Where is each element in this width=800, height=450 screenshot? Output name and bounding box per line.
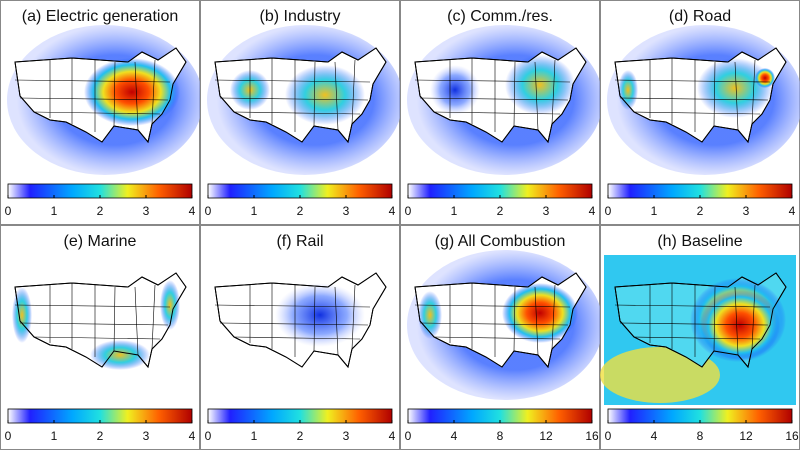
- colorbar-tick-label: 4: [389, 429, 396, 443]
- colorbar-tick-label: 4: [651, 429, 658, 443]
- colorbar-tick-label: 3: [343, 204, 350, 218]
- colorbar-tick-label: 2: [697, 204, 704, 218]
- panel: (h) Baseline 0 4 8 12 16: [600, 225, 800, 450]
- colorbar-tick-label: 1: [51, 429, 58, 443]
- colorbar-tick-label: 2: [297, 429, 304, 443]
- panel-title: (f) Rail: [276, 233, 323, 250]
- panel-title: (h) Baseline: [657, 233, 742, 250]
- panel: (c) Comm./res. 0 1 2 3 4: [400, 0, 603, 225]
- colorbar-tick-label: 0: [5, 204, 12, 218]
- state-borders: [14, 283, 171, 357]
- map: [614, 272, 787, 369]
- emission-area: [418, 291, 442, 339]
- emission-area: [505, 55, 575, 115]
- colorbar-tick-label: 3: [143, 204, 150, 218]
- state-borders: [414, 283, 571, 357]
- colorbar-tick-label: 0: [5, 429, 12, 443]
- emission-area: [618, 70, 638, 110]
- panel: (d) Road 0 1 2 3 4: [600, 0, 800, 225]
- emission-area: [700, 290, 780, 360]
- map: [12, 272, 187, 370]
- map: [614, 47, 787, 144]
- colorbar-tick-label: 4: [389, 204, 396, 218]
- colorbar-tick-label: 2: [97, 204, 104, 218]
- colorbar-tick-label: 2: [97, 429, 104, 443]
- panel: (e) Marine 0 1 2 3 4: [0, 225, 200, 450]
- state-borders: [214, 58, 371, 132]
- colorbar-tick-label: 12: [539, 429, 553, 443]
- state-borders: [614, 58, 771, 132]
- map: [214, 272, 387, 369]
- coastline: [14, 47, 187, 144]
- emission-area: [697, 58, 773, 118]
- colorbar-tick-label: 3: [343, 429, 350, 443]
- colorbar-tick-label: 4: [789, 204, 796, 218]
- panel: (b) Industry 0 1 2 3 4: [200, 0, 403, 225]
- colorbar-tick-label: 3: [743, 204, 750, 218]
- background-field: [600, 347, 720, 403]
- colorbar-tick-label: 1: [251, 429, 258, 443]
- coastline: [414, 272, 587, 369]
- colorbar-tick-label: 3: [543, 204, 550, 218]
- emission-area: [502, 283, 578, 343]
- panel-title: (b) Industry: [260, 8, 341, 25]
- colorbar-tick-label: 4: [189, 204, 196, 218]
- colorbar-tick-label: 0: [605, 429, 612, 443]
- colorbar-tick-label: 0: [605, 204, 612, 218]
- colorbar-tick-label: 2: [497, 204, 504, 218]
- map: [214, 47, 387, 144]
- emission-area: [755, 68, 775, 88]
- panel: (f) Rail 0 1 2 3 4: [200, 225, 400, 450]
- colorbar-tick-label: 2: [297, 204, 304, 218]
- colorbar-tick-label: 8: [497, 429, 504, 443]
- colorbar-tick-label: 0: [205, 429, 212, 443]
- colorbar-tick-label: 16: [785, 429, 799, 443]
- coastline: [614, 272, 787, 369]
- colorbar-tick-label: 1: [651, 204, 658, 218]
- panel: (g) All Combustion 0 4 8 12 16: [400, 225, 603, 450]
- colorbar-tick-label: 0: [405, 429, 412, 443]
- state-borders: [614, 283, 771, 357]
- colorbar-tick-label: 1: [451, 204, 458, 218]
- colorbar-tick-label: 4: [589, 204, 596, 218]
- panel-title: (d) Road: [669, 8, 731, 25]
- emission-area: [285, 65, 365, 125]
- panel-title: (a) Electric generation: [22, 8, 179, 25]
- emission-area: [160, 280, 180, 330]
- panel-title: (g) All Combustion: [435, 233, 566, 250]
- emission-area: [12, 287, 32, 343]
- colorbar-tick-label: 16: [585, 429, 599, 443]
- state-borders: [14, 58, 171, 132]
- state-borders: [214, 283, 371, 357]
- map: [14, 47, 187, 144]
- colorbar-tick-label: 0: [405, 204, 412, 218]
- panel-title: (c) Comm./res.: [447, 8, 553, 25]
- colorbar-tick-label: 8: [697, 429, 704, 443]
- colorbar-tick-label: 4: [189, 429, 196, 443]
- emission-area: [275, 283, 365, 347]
- coastline: [214, 272, 387, 369]
- colorbar-tick-label: 1: [251, 204, 258, 218]
- colorbar-tick-label: 4: [451, 429, 458, 443]
- state-borders: [414, 58, 571, 132]
- emission-area: [430, 65, 480, 115]
- coastline: [414, 47, 587, 144]
- panel-title: (e) Marine: [64, 233, 137, 250]
- colorbar-tick-label: 12: [739, 429, 753, 443]
- coastline: [214, 47, 387, 144]
- colorbar-tick-label: 3: [143, 429, 150, 443]
- colorbar-tick-label: 1: [51, 204, 58, 218]
- colorbar-tick-label: 0: [205, 204, 212, 218]
- coastline: [614, 47, 787, 144]
- map: [414, 272, 587, 369]
- emission-area: [84, 58, 180, 126]
- map: [414, 47, 587, 144]
- panel: (a) Electric generation 0 1 2 3 4: [0, 0, 203, 225]
- coastline: [14, 272, 187, 369]
